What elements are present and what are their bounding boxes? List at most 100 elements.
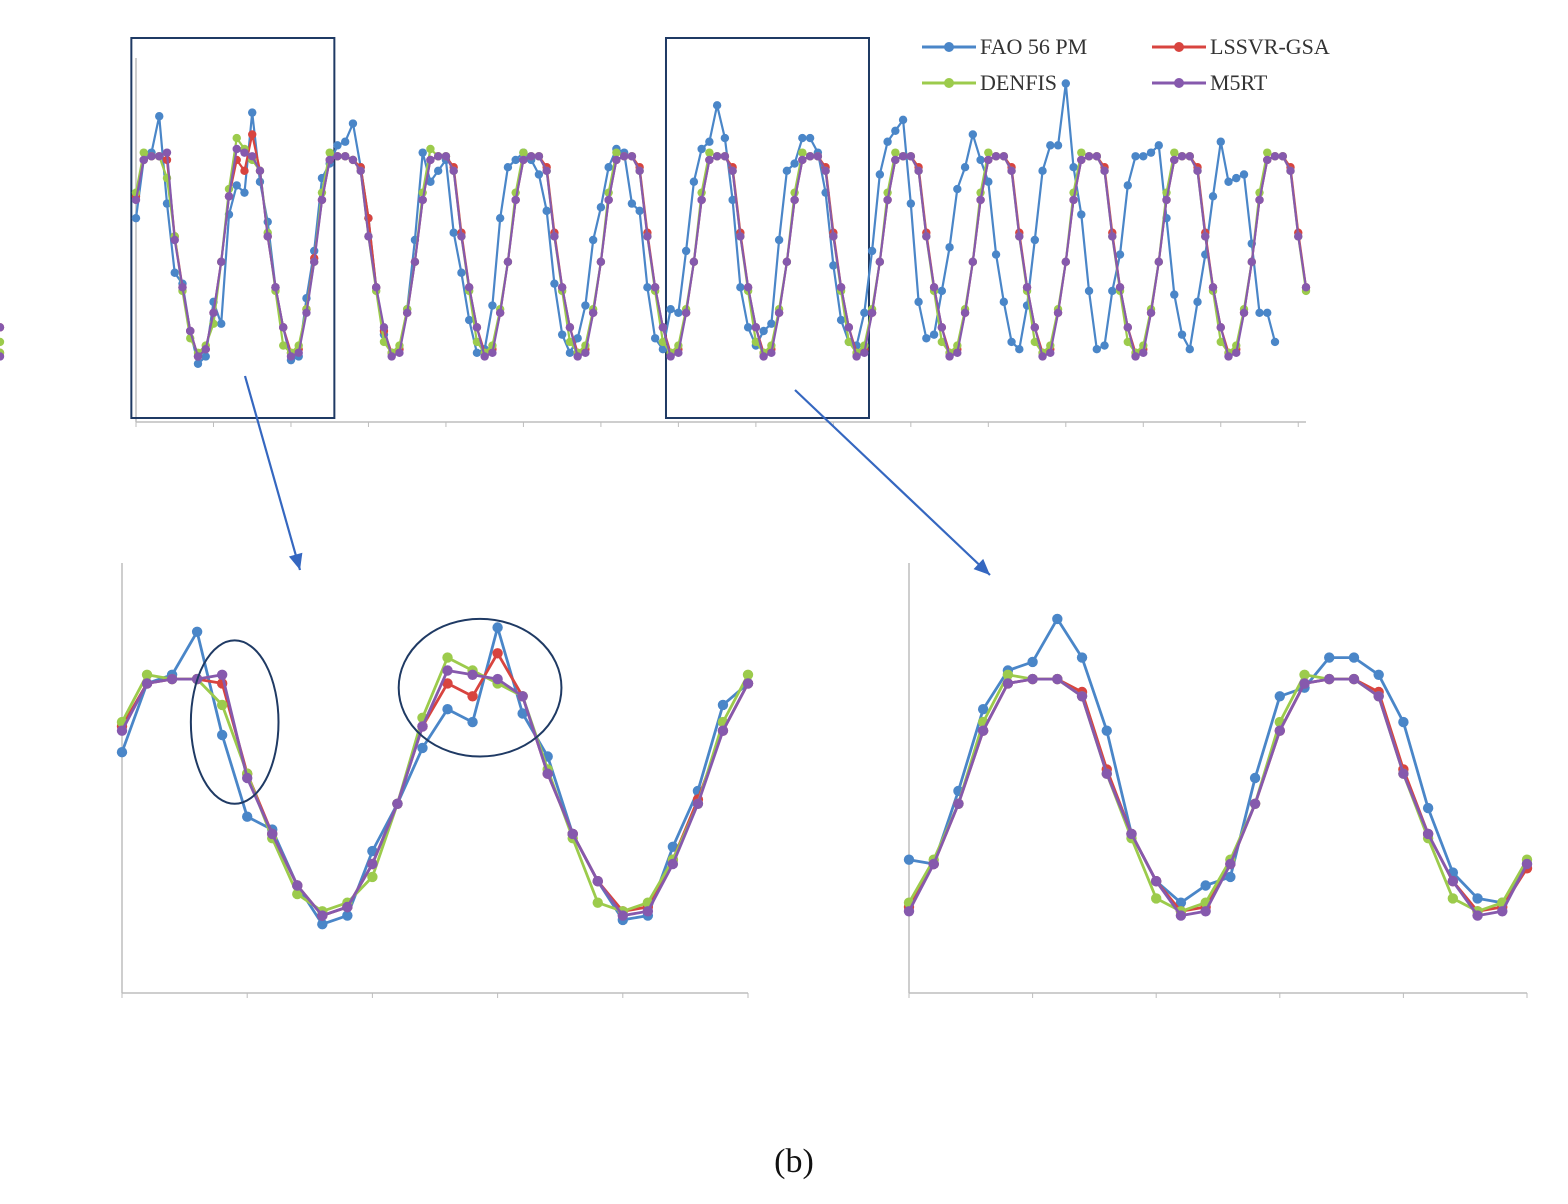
- legend-label-fao: FAO 56 PM: [980, 34, 1087, 59]
- main-point-m5rt: [666, 352, 675, 361]
- main-point-m5rt: [341, 152, 350, 161]
- main-point-m5rt: [387, 352, 396, 361]
- main-point-m5rt: [604, 195, 613, 205]
- main-point-m5rt: [720, 152, 730, 161]
- zoom2-point-denfis: [1002, 669, 1014, 680]
- zoom1-series-line-fao: [120, 626, 749, 926]
- main-point-m5rt: [1139, 348, 1148, 358]
- zoom1-point-m5rt: [442, 665, 453, 676]
- zoom1-point-m5rt: [717, 725, 729, 736]
- main-point-fao: [984, 177, 993, 186]
- main-point-m5rt: [240, 148, 249, 157]
- main-point-m5rt: [550, 232, 559, 241]
- main-point-fao: [488, 301, 497, 310]
- zoom2-point-m5rt: [1126, 828, 1137, 840]
- main-point-fao: [1077, 210, 1086, 219]
- zoom1-point-denfis: [216, 699, 228, 711]
- zoom2-point-fao: [1052, 613, 1063, 625]
- zoom2-point-m5rt: [903, 906, 915, 917]
- zoom1-point-denfis: [442, 652, 453, 663]
- main-point-m5rt: [1278, 152, 1287, 161]
- main-point-m5rt: [929, 283, 939, 292]
- main-point-fao: [433, 166, 443, 176]
- main-point-m5rt: [743, 283, 753, 292]
- main-point-fao: [170, 268, 179, 277]
- zoom2-point-m5rt: [1324, 673, 1335, 685]
- legend-item-fao: FAO 56 PM: [922, 34, 1087, 59]
- zoom1-point-m5rt: [317, 910, 328, 921]
- main-point-fao: [720, 133, 730, 143]
- main-point-m5rt: [1115, 283, 1125, 292]
- main-point-denfis: [1077, 148, 1086, 157]
- main-point-m5rt: [689, 257, 699, 267]
- main-point-m5rt: [573, 352, 582, 361]
- zoom2-point-m5rt: [1274, 725, 1286, 736]
- zoom1-point-fao: [317, 919, 328, 930]
- zoom-chart-months-1-26: [116, 563, 754, 998]
- zoom1-point-m5rt: [417, 721, 428, 732]
- zoom2-point-m5rt: [1027, 673, 1038, 685]
- main-point-fao: [898, 115, 908, 125]
- main-point-m5rt: [1100, 166, 1109, 176]
- main-series-m5rt: [0, 144, 1311, 361]
- main-point-m5rt: [217, 257, 226, 267]
- zoom2-series-line-lssvr: [907, 677, 1529, 913]
- main-point-denfis: [658, 337, 668, 347]
- zoom2-series-m5rt: [903, 673, 1533, 921]
- zoom1-point-m5rt: [141, 678, 153, 689]
- zoom1-point-fao: [517, 708, 528, 719]
- main-point-fao: [1100, 341, 1109, 350]
- zoom1-point-fao: [191, 626, 203, 637]
- main-point-fao: [131, 213, 141, 223]
- main-point-m5rt: [581, 348, 590, 358]
- main-point-fao: [705, 137, 714, 146]
- zoom2-point-fao: [1225, 871, 1236, 883]
- main-point-m5rt: [821, 166, 830, 176]
- main-point-m5rt: [371, 283, 381, 292]
- main-point-m5rt: [457, 232, 466, 241]
- zoom2-point-fao: [1422, 802, 1434, 814]
- zoom1-point-denfis: [742, 669, 754, 680]
- main-point-m5rt: [356, 166, 365, 176]
- zoom-arrow-2: [794, 389, 991, 576]
- main-point-m5rt: [147, 152, 156, 161]
- main-point-m5rt: [426, 155, 435, 165]
- main-point-fao: [782, 166, 792, 176]
- zoom1-point-fao: [417, 742, 428, 754]
- main-point-m5rt: [1185, 152, 1194, 161]
- zoom1-point-fao: [467, 716, 478, 728]
- zoom-arrow-2-head: [973, 558, 990, 575]
- zoom2-point-m5rt: [953, 798, 964, 809]
- main-point-m5rt: [798, 155, 807, 165]
- zoom2-point-m5rt: [1052, 673, 1063, 685]
- main-point-fao: [511, 155, 520, 165]
- main-point-m5rt: [976, 195, 985, 205]
- main-point-fao: [805, 133, 815, 143]
- zoom-arrow-1-shaft: [243, 375, 302, 571]
- zoom1-point-fao: [216, 729, 228, 741]
- main-point-m5rt: [333, 152, 342, 161]
- main-point-m5rt: [317, 195, 327, 205]
- main-point-fao: [681, 246, 691, 256]
- zoom1-point-m5rt: [642, 906, 654, 917]
- main-series-line-lssvr: [134, 133, 1308, 358]
- zoom2-point-m5rt: [1200, 906, 1211, 917]
- main-point-m5rt: [441, 152, 451, 161]
- main-point-m5rt: [232, 144, 241, 154]
- zoom1-point-fao: [442, 704, 453, 715]
- main-point-fao: [767, 319, 776, 328]
- main-point-fao: [875, 170, 885, 179]
- legend: FAO 56 PM LSSVR-GSA DENFIS M5RT: [922, 34, 1330, 95]
- main-point-m5rt: [201, 345, 210, 354]
- main-point-denfis: [1170, 148, 1179, 157]
- main-point-fao: [1208, 192, 1218, 201]
- zoom1-point-denfis: [592, 897, 603, 908]
- zoom2-point-fao: [1324, 652, 1335, 663]
- main-point-fao: [1061, 79, 1071, 88]
- zoom1-point-denfis: [141, 669, 153, 680]
- zoom2-series-line-fao: [908, 617, 1529, 905]
- main-point-m5rt: [805, 152, 815, 161]
- zoom2-point-m5rt: [1447, 876, 1459, 887]
- figure-caption: (b): [774, 1143, 814, 1180]
- zoom1-point-lssvr: [467, 691, 478, 702]
